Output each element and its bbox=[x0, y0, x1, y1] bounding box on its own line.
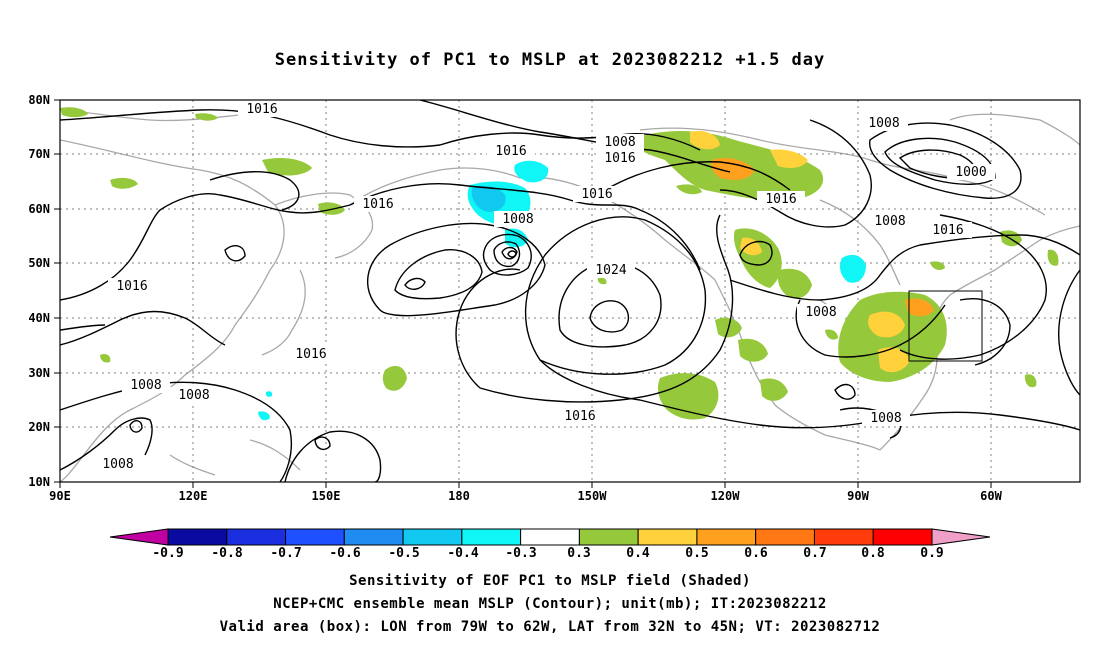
lon-tick-label: 60W bbox=[980, 489, 1002, 503]
colorbar-label: -0.6 bbox=[329, 546, 360, 561]
colorbar-label: 0.3 bbox=[567, 546, 590, 561]
contour-label: 1008 bbox=[502, 212, 533, 227]
contour-label: 1008 bbox=[870, 411, 901, 426]
longitude-axis: 90E 120E 150E 180 150W 120W 90W 60W bbox=[49, 482, 1003, 503]
lat-tick-label: 50N bbox=[28, 256, 50, 270]
lon-tick-label: 120E bbox=[179, 489, 208, 503]
map-border bbox=[59, 99, 1081, 483]
colorbar-label: 0.9 bbox=[920, 546, 943, 561]
contour-label: 1008 bbox=[102, 457, 133, 472]
lon-tick-label: 90W bbox=[847, 489, 869, 503]
contour-label: 1016 bbox=[604, 151, 635, 166]
colorbar-label: -0.7 bbox=[270, 546, 301, 561]
contour-label: 1000 bbox=[955, 165, 986, 180]
colorbar-swatch bbox=[813, 528, 874, 546]
contour-label: 1016 bbox=[116, 279, 147, 294]
colorbar-swatch bbox=[520, 528, 580, 546]
contour-label: 1016 bbox=[246, 102, 277, 117]
contour-labels: 1016 1008 1016 1016 1016 1008 1016 1024 … bbox=[94, 101, 995, 472]
contour-label: 1008 bbox=[868, 116, 899, 131]
lon-tick-label: 150W bbox=[578, 489, 608, 503]
contour-label: 1016 bbox=[495, 144, 526, 159]
contour-label: 1008 bbox=[178, 388, 209, 403]
colorbar-swatch bbox=[285, 528, 345, 546]
contour-label: 1016 bbox=[765, 192, 796, 207]
colorbar-swatch bbox=[461, 528, 522, 546]
colorbar-label: -0.3 bbox=[505, 546, 536, 561]
colorbar-label: 0.7 bbox=[803, 546, 826, 561]
contour-label: 1016 bbox=[564, 409, 595, 424]
caption-contour: NCEP+CMC ensemble mean MSLP (Contour); u… bbox=[273, 596, 827, 612]
contour-label: 1016 bbox=[362, 197, 393, 212]
colorbar-label: -0.9 bbox=[152, 546, 183, 561]
contour-label: 1008 bbox=[805, 305, 836, 320]
valid-area-box bbox=[908, 290, 983, 362]
colorbar: -0.9 -0.8 -0.7 -0.6 -0.5 -0.4 -0.3 0.3 0… bbox=[109, 528, 991, 561]
lon-tick-label: 120W bbox=[711, 489, 741, 503]
colorbar-label: 0.4 bbox=[626, 546, 650, 561]
colorbar-label: 0.5 bbox=[685, 546, 708, 561]
latitude-axis: 80N 70N 60N 50N 40N 30N 20N 10N bbox=[28, 93, 60, 489]
colorbar-left-arrow bbox=[109, 528, 169, 546]
lat-tick-label: 20N bbox=[28, 420, 50, 434]
contour-label: 1016 bbox=[581, 187, 612, 202]
colorbar-swatch bbox=[402, 528, 463, 546]
lat-tick-label: 10N bbox=[28, 475, 50, 489]
lat-tick-label: 60N bbox=[28, 202, 50, 216]
colorbar-swatch bbox=[226, 528, 287, 546]
lat-tick-label: 70N bbox=[28, 147, 50, 161]
contour-label: 1008 bbox=[130, 378, 161, 393]
colorbar-label: -0.5 bbox=[388, 546, 419, 561]
lat-tick-label: 40N bbox=[28, 311, 50, 325]
contour-label: 1016 bbox=[932, 223, 963, 238]
contour-label: 1024 bbox=[595, 263, 626, 278]
contour-label: 1016 bbox=[295, 347, 326, 362]
colorbar-swatch bbox=[755, 528, 815, 546]
map-title: Sensitivity of PC1 to MSLP at 2023082212… bbox=[274, 50, 826, 70]
colorbar-swatch bbox=[872, 528, 933, 546]
contour-label: 1008 bbox=[604, 135, 635, 150]
colorbar-swatch bbox=[578, 528, 639, 546]
colorbar-label: 0.6 bbox=[744, 546, 768, 561]
colorbar-swatch bbox=[637, 528, 698, 546]
colorbar-label: -0.4 bbox=[447, 546, 478, 561]
lat-tick-label: 30N bbox=[28, 366, 50, 380]
colorbar-swatch bbox=[696, 528, 757, 546]
lon-tick-label: 150E bbox=[312, 489, 341, 503]
lon-tick-label: 180 bbox=[448, 489, 470, 503]
colorbar-label: 0.8 bbox=[861, 546, 885, 561]
mslp-contours bbox=[60, 100, 1080, 482]
lon-tick-label: 90E bbox=[49, 489, 71, 503]
contour-label: 1008 bbox=[874, 214, 905, 229]
colorbar-right-arrow bbox=[931, 528, 991, 546]
colorbar-swatch bbox=[167, 528, 228, 546]
positive-sensitivity-shading bbox=[60, 107, 1059, 420]
caption-shading: Sensitivity of EOF PC1 to MSLP field (Sh… bbox=[349, 573, 751, 589]
colorbar-label: -0.8 bbox=[211, 546, 242, 561]
lat-tick-label: 80N bbox=[28, 93, 50, 107]
caption-valid-area: Valid area (box): LON from 79W to 62W, L… bbox=[219, 619, 881, 635]
colorbar-swatch bbox=[343, 528, 404, 546]
